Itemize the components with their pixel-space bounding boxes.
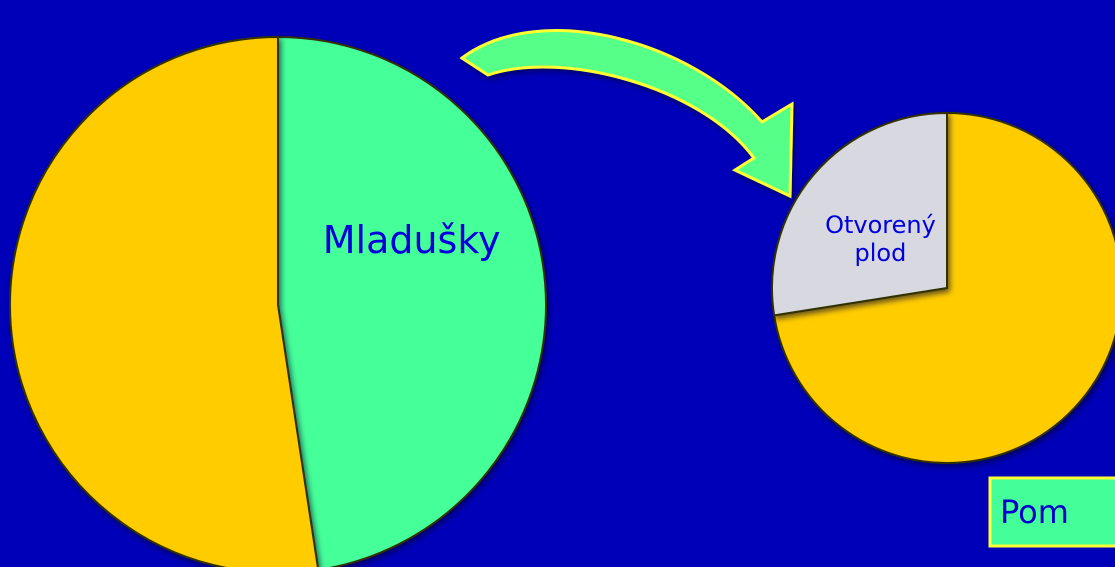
- slice-label: Mladušky: [322, 219, 501, 263]
- slice-label: Otvorený plod: [825, 212, 936, 267]
- pie-slice: [773, 111, 1115, 464]
- slice-label-text: Mladušky: [322, 219, 501, 263]
- text-box: [988, 476, 1115, 548]
- box-text: Pom: [1000, 493, 1069, 531]
- pie-slice: [9, 35, 319, 567]
- arrow: [459, 29, 794, 199]
- pie-slice: [277, 35, 548, 567]
- pie-slice: [771, 111, 948, 317]
- pies: Mladušky Otvorený plod: [9, 35, 1115, 567]
- slice-label-text: Otvorený plod: [825, 212, 936, 267]
